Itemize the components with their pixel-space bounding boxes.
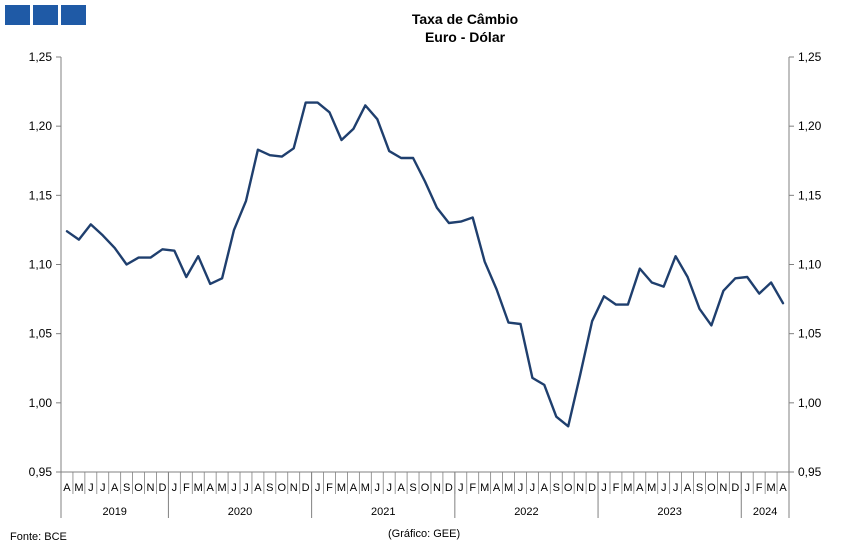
month-label: M <box>361 482 370 494</box>
y-tick-label-left: 1,10 <box>29 258 53 272</box>
month-label: J <box>661 482 667 494</box>
month-label: J <box>231 482 237 494</box>
month-label: M <box>480 482 489 494</box>
month-label: A <box>63 482 71 494</box>
chart-subtitle: Euro - Dólar <box>424 29 506 45</box>
month-label: D <box>588 482 596 494</box>
year-label: 2019 <box>102 506 126 518</box>
month-label: S <box>696 482 703 494</box>
year-label: 2020 <box>228 506 252 518</box>
month-label: J <box>100 482 106 494</box>
credit-note: (Gráfico: GEE) <box>388 528 461 540</box>
logo-block <box>33 5 58 25</box>
y-tick-label-right: 1,00 <box>798 396 822 410</box>
month-label: J <box>744 482 750 494</box>
y-tick-label-left: 1,00 <box>29 396 53 410</box>
month-label: O <box>707 482 716 494</box>
month-label: J <box>518 482 524 494</box>
month-label: D <box>158 482 166 494</box>
y-tick-label-left: 0,95 <box>29 465 53 479</box>
month-label: O <box>134 482 143 494</box>
month-label: F <box>756 482 763 494</box>
month-label: A <box>779 482 787 494</box>
month-label: J <box>88 482 94 494</box>
month-label: O <box>278 482 287 494</box>
y-tick-label-left: 1,05 <box>29 327 53 341</box>
month-label: N <box>147 482 155 494</box>
logo <box>5 5 86 25</box>
month-label: S <box>553 482 560 494</box>
source-note: Fonte: BCE <box>10 531 67 543</box>
month-label: N <box>290 482 298 494</box>
y-tick-label-right: 1,15 <box>798 188 822 202</box>
chart-title: Taxa de Câmbio <box>411 11 519 27</box>
month-label: J <box>386 482 392 494</box>
month-label: A <box>541 482 549 494</box>
month-label: A <box>684 482 692 494</box>
month-label: N <box>576 482 584 494</box>
month-label: M <box>623 482 632 494</box>
series-line <box>65 101 785 428</box>
month-label: F <box>613 482 620 494</box>
logo-block <box>5 5 30 25</box>
month-label: M <box>504 482 513 494</box>
y-tick-label-left: 1,20 <box>29 119 53 133</box>
month-label: M <box>218 482 227 494</box>
y-tick-label-right: 1,20 <box>798 119 822 133</box>
month-label: S <box>266 482 273 494</box>
month-label: F <box>183 482 190 494</box>
month-label: F <box>469 482 476 494</box>
y-tick-label-right: 1,25 <box>798 50 822 64</box>
year-label: 2023 <box>657 506 681 518</box>
logo-block <box>61 5 86 25</box>
month-label: A <box>350 482 358 494</box>
year-label: 2021 <box>371 506 395 518</box>
month-label: S <box>123 482 130 494</box>
month-label: O <box>421 482 430 494</box>
month-label: F <box>326 482 333 494</box>
y-tick-label-left: 1,15 <box>29 188 53 202</box>
month-label: M <box>74 482 83 494</box>
month-label: J <box>458 482 464 494</box>
month-label: O <box>564 482 573 494</box>
month-label: A <box>111 482 119 494</box>
y-tick-label-left: 1,25 <box>29 50 53 64</box>
month-label: A <box>254 482 262 494</box>
month-label: J <box>375 482 381 494</box>
y-tick-label-right: 0,95 <box>798 465 822 479</box>
year-label: 2024 <box>753 506 777 518</box>
month-label: J <box>673 482 679 494</box>
month-label: J <box>601 482 607 494</box>
y-tick-label-right: 1,10 <box>798 258 822 272</box>
month-label: M <box>194 482 203 494</box>
year-label: 2022 <box>514 506 538 518</box>
month-label: D <box>302 482 310 494</box>
month-label: J <box>243 482 249 494</box>
month-label: J <box>530 482 536 494</box>
month-label: N <box>719 482 727 494</box>
month-label: A <box>207 482 215 494</box>
month-label: A <box>397 482 405 494</box>
month-label: S <box>409 482 416 494</box>
month-label: D <box>731 482 739 494</box>
month-label: J <box>315 482 321 494</box>
month-label: A <box>636 482 644 494</box>
month-label: J <box>172 482 178 494</box>
y-tick-label-right: 1,05 <box>798 327 822 341</box>
month-label: D <box>445 482 453 494</box>
month-label: A <box>493 482 501 494</box>
month-label: M <box>647 482 656 494</box>
month-label: M <box>337 482 346 494</box>
month-label: M <box>767 482 776 494</box>
month-label: N <box>433 482 441 494</box>
